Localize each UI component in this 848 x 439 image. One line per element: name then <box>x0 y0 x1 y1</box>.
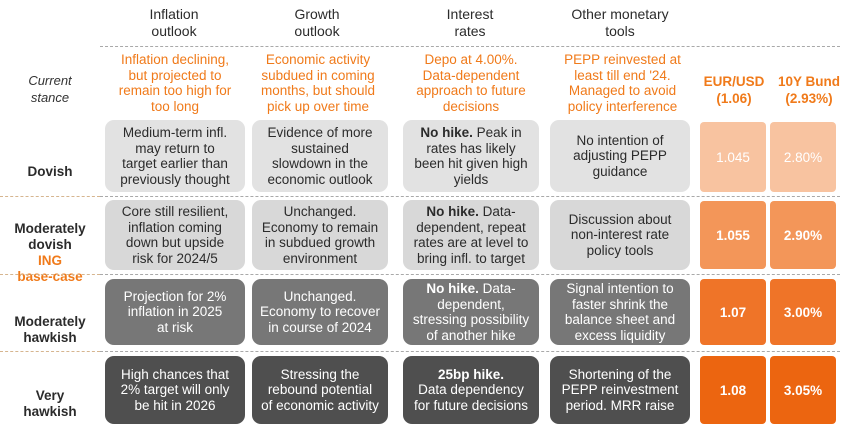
cell-dovish-growth: Evidence of more sustained slowdown in t… <box>252 120 388 192</box>
fx-very-hawkish-eurusd: 1.08 <box>700 356 766 424</box>
rates-bold: 25bp hike. <box>437 366 505 382</box>
fx-mod-hawkish-bund: 3.00% <box>770 279 836 345</box>
rates-text: Data- dependent, repeat rates are at lev… <box>413 204 529 266</box>
rates-bold: No hike. <box>420 125 473 140</box>
row-label-moderately-dovish: Moderately dovish ING base-case <box>0 205 100 301</box>
cell-mod-dovish-inflation: Core still resilient, inflation coming d… <box>105 200 245 270</box>
rates-text: Data dependency for future decisions <box>413 382 529 413</box>
header-rates: Interest rates <box>446 6 494 39</box>
rates-text: Peak in rates has likely been hit given … <box>414 125 528 187</box>
row-divider <box>100 351 840 352</box>
cell-very-hawkish-tools: Shortening of the PEPP reinvestment peri… <box>550 356 690 424</box>
current-eurusd: EUR/USD (1.06) <box>703 74 765 106</box>
header-inflation: Inflation outlook <box>149 6 199 39</box>
rates-bold: No hike. <box>426 281 479 296</box>
current-rates: Depo at 4.00%. Data-dependent approach t… <box>416 52 526 114</box>
rates-text: Data- dependent, stressing possibility o… <box>412 281 530 343</box>
cell-dovish-tools: No intention of adjusting PEPP guidance <box>550 120 690 192</box>
row-label-text: Very hawkish <box>23 388 77 419</box>
row-label-very-hawkish: Very hawkish <box>0 372 100 420</box>
cell-mod-dovish-tools: Discussion about non-interest rate polic… <box>550 200 690 270</box>
row-divider-left <box>0 351 100 352</box>
row-label-text: Moderately dovish <box>14 221 86 252</box>
row-label-base-case: ING base-case <box>17 253 83 284</box>
current-tools: PEPP reinvested at least till end '24. M… <box>564 52 681 114</box>
fx-dovish-bund: 2.80% <box>770 122 836 192</box>
row-label-moderately-hawkish: Moderately hawkish <box>0 298 100 346</box>
header-growth: Growth outlook <box>294 6 340 39</box>
row-label-text: Dovish <box>27 164 73 179</box>
cell-mod-hawkish-inflation: Projection for 2% inflation in 2025 at r… <box>105 279 245 345</box>
cell-mod-dovish-rates: No hike. Data- dependent, repeat rates a… <box>403 200 539 270</box>
current-inflation: Inflation declining, but projected to re… <box>118 52 232 114</box>
fx-mod-dovish-eurusd: 1.055 <box>700 201 766 269</box>
row-label-dovish: Dovish <box>0 148 100 180</box>
fx-very-hawkish-bund: 3.05% <box>770 356 836 424</box>
rates-bold: No hike. <box>426 204 479 219</box>
cell-mod-dovish-growth: Unchanged. Economy to remain in subdued … <box>252 200 388 270</box>
cell-mod-hawkish-tools: Signal intention to faster shrink the ba… <box>550 279 690 345</box>
cell-very-hawkish-rates: 25bp hike. Data dependency for future de… <box>403 356 539 424</box>
header-tools: Other monetary tools <box>571 6 669 39</box>
cell-dovish-rates: No hike. Peak in rates has likely been h… <box>403 120 539 192</box>
cell-mod-hawkish-rates: No hike. Data- dependent, stressing poss… <box>403 279 539 345</box>
row-label-text: Moderately hawkish <box>14 314 86 345</box>
fx-dovish-eurusd: 1.045 <box>700 122 766 192</box>
row-divider <box>100 274 840 275</box>
cell-very-hawkish-growth: Stressing the rebound potential of econo… <box>252 356 388 424</box>
fx-mod-hawkish-eurusd: 1.07 <box>700 279 766 345</box>
cell-mod-hawkish-growth: Unchanged. Economy to recover in course … <box>252 279 388 345</box>
header-divider <box>100 46 840 47</box>
row-divider <box>100 196 840 197</box>
current-growth: Economic activity subdued in coming mont… <box>260 52 376 114</box>
cell-very-hawkish-inflation: High chances that 2% target will only be… <box>105 356 245 424</box>
current-bund: 10Y Bund (2.93%) <box>777 74 840 106</box>
current-stance-label: Current stance <box>28 73 72 105</box>
cell-dovish-inflation: Medium-term infl. may return to target e… <box>105 120 245 192</box>
row-divider-left <box>0 274 100 275</box>
fx-mod-dovish-bund: 2.90% <box>770 201 836 269</box>
row-divider-left <box>0 196 100 197</box>
